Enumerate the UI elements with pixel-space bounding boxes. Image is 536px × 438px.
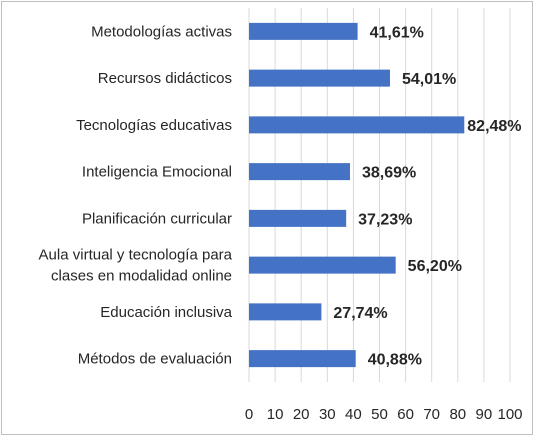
category-label: Tecnologías educativas xyxy=(76,117,232,134)
x-tick-label: 100 xyxy=(497,406,522,423)
bar xyxy=(249,116,465,134)
x-tick-label: 10 xyxy=(267,406,284,423)
data-label: 37,23% xyxy=(358,211,412,228)
category-label: Planificación curricular xyxy=(82,210,232,227)
data-label: 54,01% xyxy=(402,71,456,88)
category-label: Educación inclusiva xyxy=(100,304,232,321)
category-label: clases en modalidad online xyxy=(51,268,232,285)
category-label: Metodologías activas xyxy=(91,23,232,40)
category-label: Inteligencia Emocional xyxy=(82,164,232,181)
bar xyxy=(249,22,358,40)
x-tick-label: 0 xyxy=(245,406,253,423)
data-label: 27,74% xyxy=(333,305,387,322)
bar xyxy=(249,69,390,87)
category-label: Aula virtual y tecnología para xyxy=(39,247,233,264)
bar xyxy=(249,163,350,181)
x-tick-label: 80 xyxy=(449,406,466,423)
category-label: Métodos de evaluación xyxy=(78,351,232,368)
x-axis-ticks: 0 10 20 30 40 50 60 70 80 90 100 xyxy=(245,406,523,423)
data-label: 40,88% xyxy=(368,352,422,369)
data-label: 56,20% xyxy=(408,258,462,275)
data-label: 41,61% xyxy=(370,24,424,41)
x-tick-label: 50 xyxy=(371,406,388,423)
bar xyxy=(249,209,347,227)
x-tick-label: 60 xyxy=(397,406,414,423)
x-tick-label: 40 xyxy=(345,406,362,423)
x-tick-label: 20 xyxy=(293,406,310,423)
x-tick-label: 30 xyxy=(319,406,336,423)
data-label: 82,48% xyxy=(467,118,521,135)
bar xyxy=(249,303,322,321)
bars xyxy=(249,22,465,368)
x-tick-label: 90 xyxy=(476,406,493,423)
category-label: Recursos didácticos xyxy=(98,70,232,87)
category-labels: Metodologías activas Recursos didácticos T… xyxy=(39,23,233,367)
grid-lines xyxy=(248,8,511,382)
x-tick-label: 70 xyxy=(423,406,440,423)
bar xyxy=(249,350,356,368)
bar xyxy=(249,256,396,274)
data-labels: 41,61% 54,01% 82,48% 38,69% 37,23% 56,20% 27,7… xyxy=(333,24,521,368)
data-label: 38,69% xyxy=(362,165,416,182)
